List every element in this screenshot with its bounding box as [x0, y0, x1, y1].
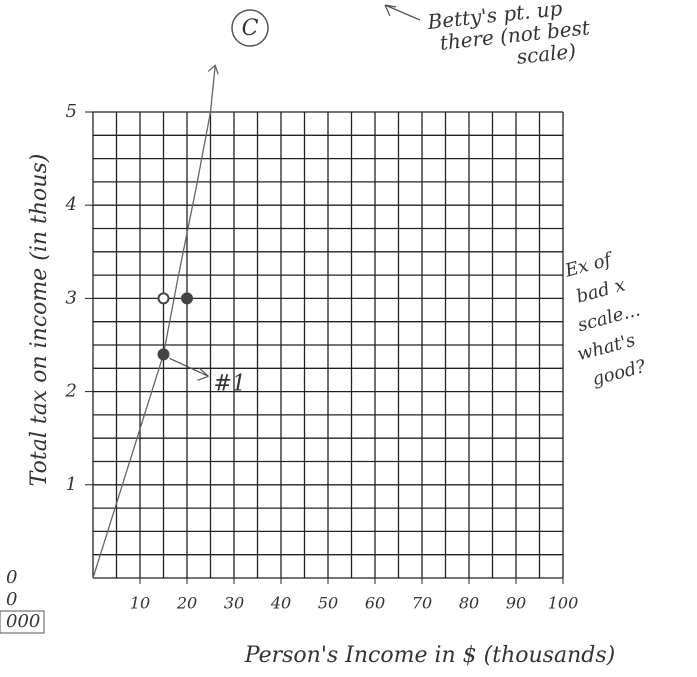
margin-note: 0: [6, 567, 17, 588]
note-side: bad x: [574, 274, 627, 307]
y-tick-label: 2: [65, 381, 77, 402]
x-tick-label: 100: [548, 594, 579, 613]
curve-arrowhead: [208, 65, 218, 74]
margin-note: 0: [6, 589, 17, 610]
x-tick-label: 80: [459, 594, 479, 613]
x-tick-label: 30: [224, 594, 244, 613]
note-arrow: [385, 5, 420, 20]
x-tick-label: 70: [412, 594, 432, 613]
margin-note: 000: [6, 611, 40, 632]
y-tick-label: 5: [66, 101, 77, 122]
note-top: scale): [515, 39, 577, 69]
y-tick-label: 3: [66, 287, 77, 308]
point-label: #1: [214, 371, 246, 396]
x-tick-label: 60: [365, 594, 385, 613]
point: [159, 349, 169, 359]
open-point: [159, 293, 169, 303]
chart-title: C: [242, 16, 259, 41]
x-tick-label: 90: [506, 594, 526, 613]
point: [182, 293, 192, 303]
x-tick-label: 40: [270, 594, 291, 613]
label-arrow: [170, 358, 209, 380]
note-side: good?: [590, 356, 648, 390]
x-tick-label: 20: [176, 594, 197, 613]
x-axis-label: Person's Income in $ (thousands): [244, 643, 615, 668]
y-axis-label: Total tax on income (in thous): [27, 154, 52, 487]
chart: C Person's Income in $ (thousands) Total…: [0, 0, 697, 677]
x-tick-label: 10: [130, 594, 150, 613]
y-tick-label: 4: [65, 194, 77, 215]
x-tick-label: 50: [318, 594, 338, 613]
note-side: Ex of: [562, 248, 617, 281]
y-tick-label: 1: [66, 474, 77, 495]
